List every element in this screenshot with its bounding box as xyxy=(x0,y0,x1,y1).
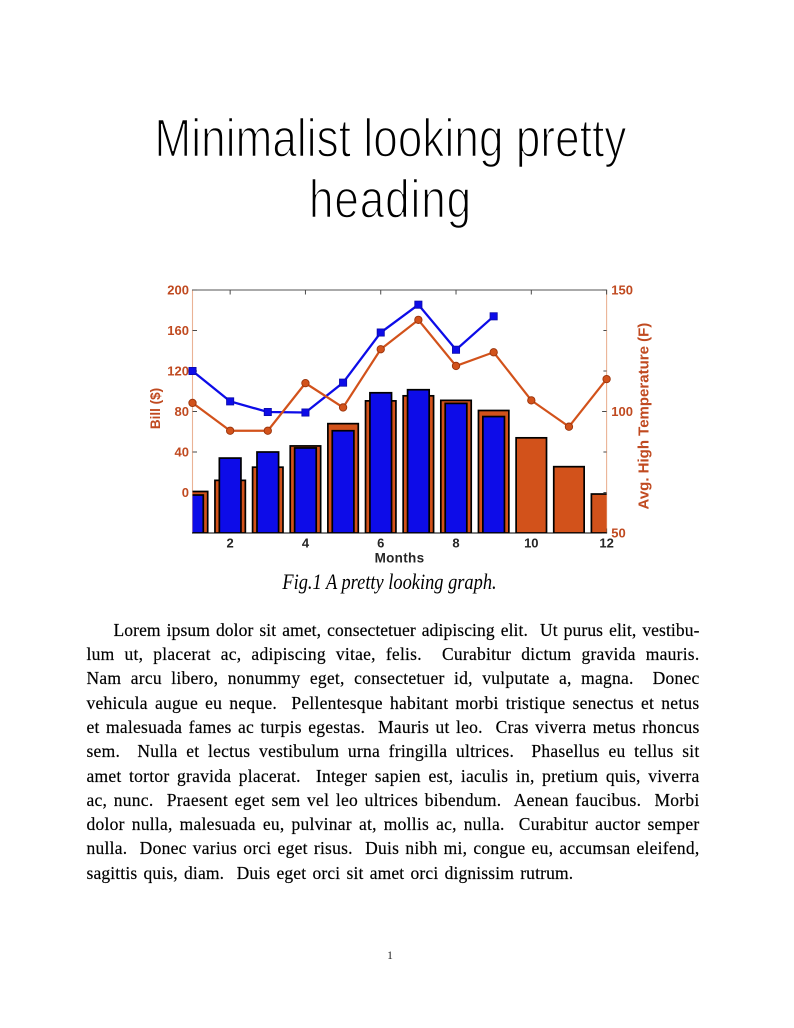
svg-text:0: 0 xyxy=(182,485,189,500)
svg-text:80: 80 xyxy=(175,404,189,419)
svg-text:160: 160 xyxy=(167,323,189,338)
svg-text:Months: Months xyxy=(375,551,425,566)
svg-text:6: 6 xyxy=(377,535,384,550)
svg-text:120: 120 xyxy=(167,364,189,379)
svg-text:40: 40 xyxy=(175,445,189,460)
svg-text:50: 50 xyxy=(611,526,625,541)
svg-text:12: 12 xyxy=(599,535,613,550)
svg-text:150: 150 xyxy=(611,283,633,298)
svg-text:200: 200 xyxy=(167,283,189,298)
svg-text:8: 8 xyxy=(452,535,459,550)
svg-text:2: 2 xyxy=(227,535,234,550)
svg-text:4: 4 xyxy=(302,535,310,550)
svg-text:Bill ($): Bill ($) xyxy=(148,388,163,429)
svg-text:10: 10 xyxy=(524,535,538,550)
svg-text:100: 100 xyxy=(611,404,633,419)
svg-text:Avg. High Temperature (F): Avg. High Temperature (F) xyxy=(636,323,653,510)
